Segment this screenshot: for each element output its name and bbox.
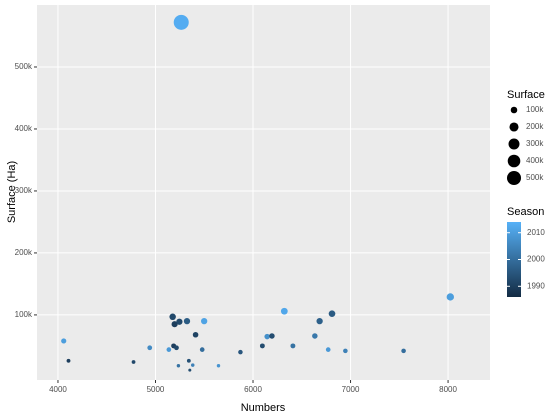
point [238, 349, 243, 355]
y-tick-label: 200k [15, 248, 33, 257]
y-axis-title: Surface (Ha) [6, 161, 18, 223]
size-key [506, 170, 522, 186]
point [183, 317, 191, 325]
point [343, 348, 348, 354]
size-key-label: 300k [526, 139, 544, 148]
point [264, 333, 270, 340]
point [316, 317, 323, 325]
colorbar-label: 1990 [527, 281, 545, 290]
size-legend-title: Surface [507, 89, 545, 101]
point [201, 317, 208, 325]
point [169, 313, 176, 321]
panel [37, 5, 490, 380]
colorbar-label: 2010 [527, 228, 545, 237]
point [147, 345, 153, 351]
size-key-label: 500k [526, 173, 544, 182]
size-key-label: 200k [526, 122, 544, 131]
size-key-label: 400k [526, 156, 544, 165]
point [280, 307, 288, 315]
size-key [507, 154, 521, 168]
point [290, 343, 296, 349]
point [173, 14, 189, 30]
color-legend-title: Season [507, 206, 544, 218]
point [192, 331, 199, 338]
y-tick-label: 400k [15, 124, 33, 133]
point [328, 310, 336, 317]
point [188, 368, 192, 372]
x-tick-label: 7000 [342, 385, 360, 394]
colorbar [507, 222, 521, 297]
point [325, 347, 331, 352]
point [176, 364, 181, 368]
size-key-label: 100k [526, 105, 544, 114]
point [176, 318, 183, 325]
point [199, 347, 205, 352]
point [191, 363, 195, 367]
colorbar-label: 2000 [527, 255, 545, 264]
x-axis-title: Numbers [241, 402, 286, 414]
y-tick-label: 500k [15, 62, 33, 71]
point [186, 358, 191, 363]
y-tick-label: 300k [15, 186, 33, 195]
x-tick-label: 6000 [244, 385, 262, 394]
point [446, 293, 454, 301]
point [401, 348, 406, 354]
size-key [509, 122, 519, 132]
x-tick-label: 5000 [147, 385, 165, 394]
point [259, 343, 265, 349]
size-key [510, 106, 518, 114]
y-tick-label: 100k [15, 310, 33, 319]
x-tick-label: 8000 [439, 385, 457, 394]
point [216, 364, 221, 368]
point [166, 347, 172, 352]
size-key [508, 138, 520, 150]
point [174, 345, 179, 351]
point [171, 321, 178, 328]
point [66, 358, 71, 363]
x-tick-label: 4000 [49, 385, 67, 394]
point [131, 360, 136, 364]
point [269, 333, 275, 339]
point [312, 333, 318, 339]
point [61, 338, 67, 344]
